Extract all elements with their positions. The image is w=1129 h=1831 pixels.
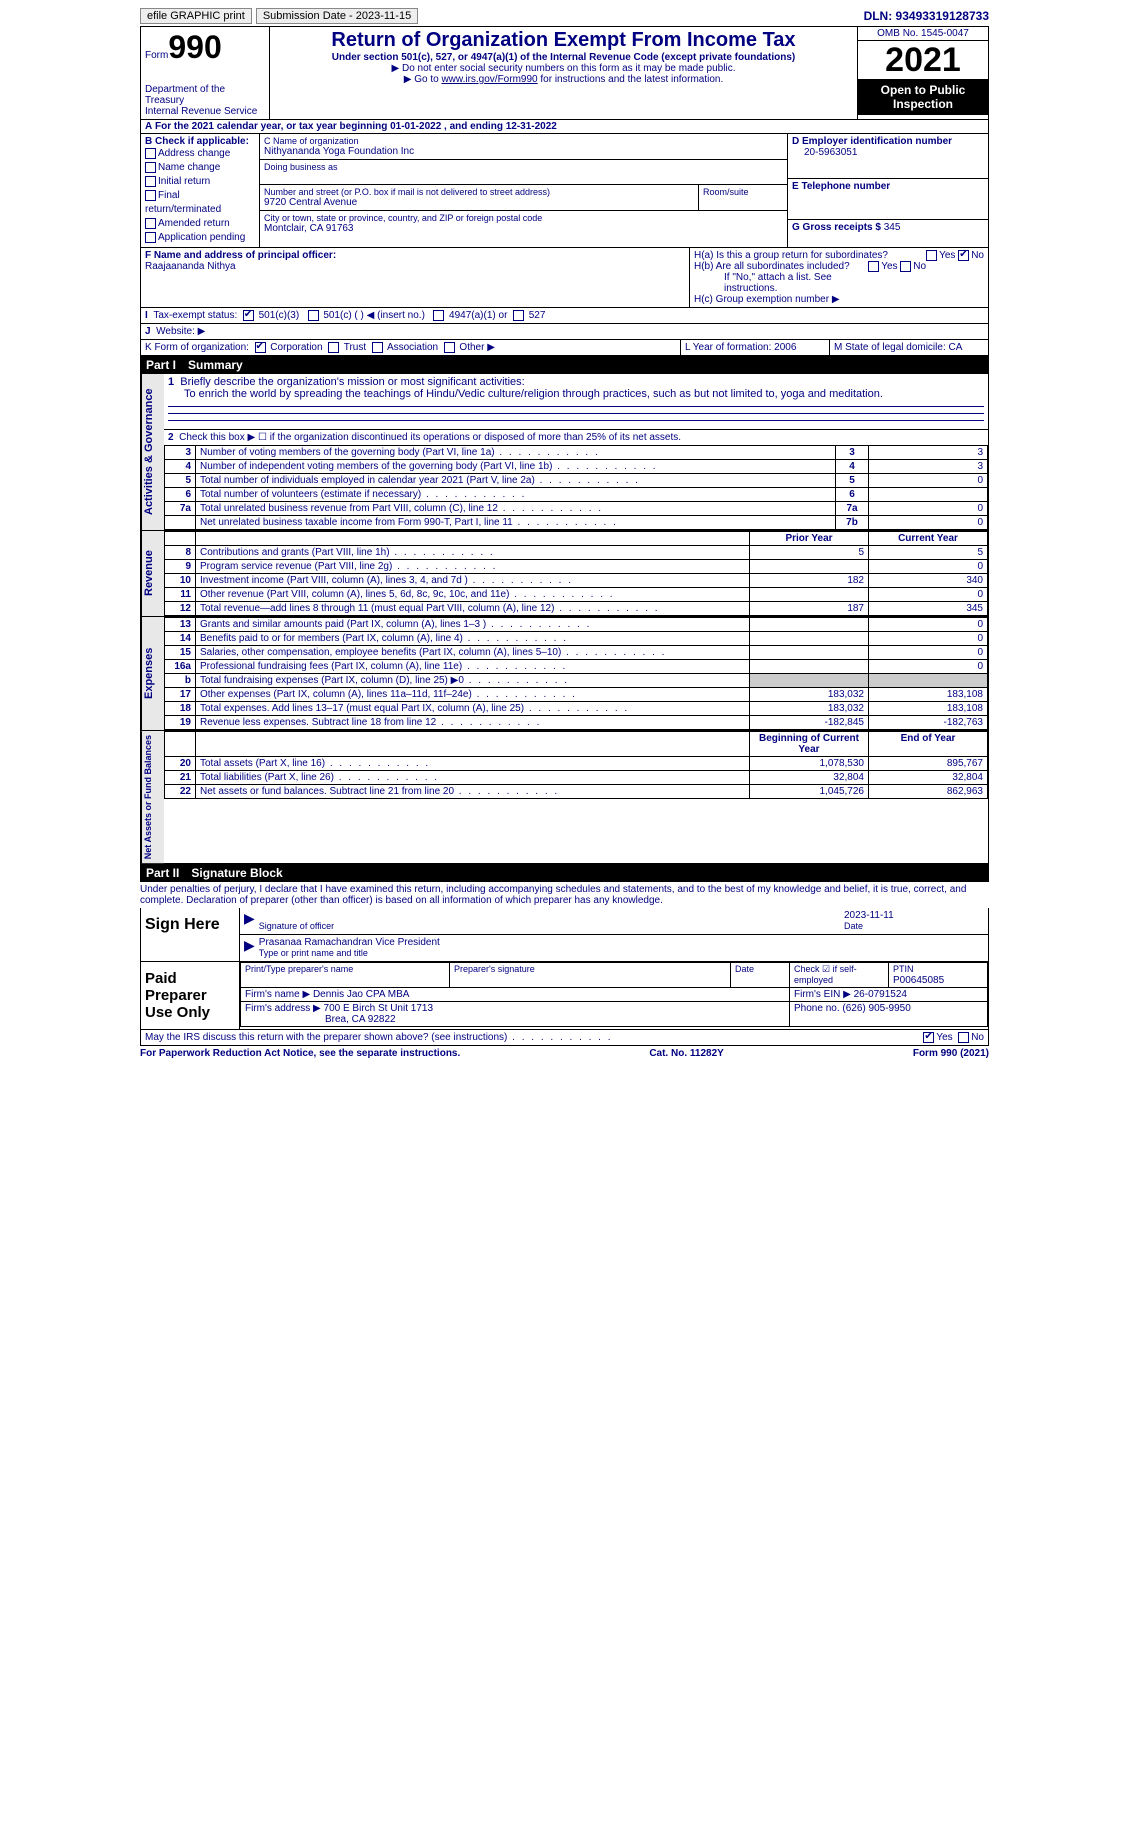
part-i-header: Part ISummary — [140, 356, 989, 374]
sig-name-title: Prasanaa Ramachandran Vice PresidentType… — [259, 937, 984, 959]
period-line: A For the 2021 calendar year, or tax yea… — [140, 120, 989, 134]
sig-date: 2023-11-11 — [844, 910, 894, 921]
city-state-zip: Montclair, CA 91763 — [264, 223, 783, 234]
revenue-label: Revenue — [141, 531, 164, 616]
form-number: 990 — [168, 29, 221, 65]
form-header: Form990 Department of the Treasury Inter… — [140, 26, 989, 120]
tax-year: 2021 — [858, 41, 988, 79]
org-name: Nithyananda Yoga Foundation Inc — [264, 146, 783, 157]
net-assets-label: Net Assets or Fund Balances — [141, 731, 164, 863]
check-applicable-list: Address change Name change Initial retur… — [145, 147, 255, 245]
note-link: ▶ Go to www.irs.gov/Form990 for instruct… — [276, 74, 851, 85]
paperwork-notice: For Paperwork Reduction Act Notice, see … — [140, 1048, 460, 1059]
firm-ein: 26-0791524 — [854, 989, 907, 1000]
submission-date: Submission Date - 2023-11-15 — [256, 8, 418, 24]
section-b-label: B Check if applicable: — [145, 136, 255, 147]
form-org-label: K Form of organization: — [145, 342, 249, 353]
officer-label: F Name and address of principal officer: — [145, 250, 685, 261]
org-name-label: C Name of organization — [264, 136, 783, 146]
firm-phone-label: Phone no. — [794, 1003, 840, 1014]
dept-treasury: Department of the Treasury — [145, 84, 265, 106]
arrow-icon: ▶ — [244, 910, 255, 932]
year-formation: 2006 — [774, 342, 796, 353]
arrow-icon: ▶ — [244, 937, 255, 959]
sign-here-label: Sign Here — [141, 908, 240, 961]
preparer-sig-label: Preparer's signature — [454, 964, 535, 974]
penalties-text: Under penalties of perjury, I declare th… — [140, 882, 989, 908]
firm-ein-label: Firm's EIN ▶ — [794, 989, 851, 1000]
top-bar: efile GRAPHIC print Submission Date - 20… — [140, 8, 989, 24]
phone-label: E Telephone number — [792, 181, 984, 192]
dln: DLN: 93493319128733 — [864, 9, 989, 23]
firm-name-label: Firm's name ▶ — [245, 989, 310, 1000]
gross-receipts-label: G Gross receipts $ — [792, 222, 881, 233]
year-formation-label: L Year of formation: — [685, 342, 771, 353]
self-employed-check: Check ☑ if self-employed — [794, 964, 857, 985]
firm-addr2: Brea, CA 92822 — [245, 1014, 396, 1025]
domicile-label: M State of legal domicile: — [834, 342, 946, 353]
ein-label: D Employer identification number — [792, 136, 984, 147]
ptin-label: PTIN — [893, 964, 914, 974]
return-title: Return of Organization Exempt From Incom… — [276, 29, 851, 52]
efile-button[interactable]: efile GRAPHIC print — [140, 8, 252, 24]
firm-phone: (626) 905-9950 — [842, 1003, 910, 1014]
website-label: Website: ▶ — [156, 326, 205, 337]
print-preparer-label: Print/Type preparer's name — [245, 964, 353, 974]
preparer-date-label: Date — [735, 964, 754, 974]
firm-addr-label: Firm's address ▶ — [245, 1003, 321, 1014]
tax-exempt-label: Tax-exempt status: — [153, 310, 237, 321]
irs-label: Internal Revenue Service — [145, 106, 265, 117]
addr-label: Number and street (or P.O. box if mail i… — [264, 187, 694, 197]
subordinates-q: H(b) Are all subordinates included? Yes … — [694, 261, 984, 272]
subordinates-note: If "No," attach a list. See instructions… — [694, 272, 984, 294]
open-inspection: Open to Public Inspection — [858, 79, 988, 115]
activities-governance-label: Activities & Governance — [141, 374, 164, 530]
discontinued-check: Check this box ▶ ☐ if the organization d… — [179, 432, 681, 443]
gross-receipts: 345 — [884, 222, 901, 233]
domicile: CA — [949, 342, 963, 353]
form-footer: Form 990 (2021) — [913, 1048, 989, 1059]
firm-addr1: 700 E Birch St Unit 1713 — [324, 1003, 434, 1014]
street-address: 9720 Central Avenue — [264, 197, 694, 208]
discuss-row: May the IRS discuss this return with the… — [140, 1030, 989, 1046]
firm-name: Dennis Jao CPA MBA — [313, 989, 410, 1000]
form-label: Form — [145, 50, 168, 61]
irs-link[interactable]: www.irs.gov/Form990 — [441, 74, 537, 85]
group-exemption: H(c) Group exemption number ▶ — [694, 294, 984, 305]
officer-name: Raajaananda Nithya — [145, 261, 685, 272]
mission-label: Briefly describe the organization's miss… — [180, 376, 524, 388]
ptin-value: P00645085 — [893, 975, 944, 986]
room-label: Room/suite — [699, 185, 787, 210]
ein-value: 20-5963051 — [792, 147, 984, 158]
omb-number: OMB No. 1545-0047 — [858, 27, 988, 41]
expenses-label: Expenses — [141, 617, 164, 730]
sig-officer-label: Signature of officer — [259, 910, 844, 932]
paid-preparer-label: Paid Preparer Use Only — [141, 962, 240, 1029]
mission-text: To enrich the world by spreading the tea… — [168, 388, 984, 400]
subtitle: Under section 501(c), 527, or 4947(a)(1)… — [276, 52, 851, 63]
dba-label: Doing business as — [264, 162, 783, 172]
group-return-q: H(a) Is this a group return for subordin… — [694, 250, 984, 261]
cat-no: Cat. No. 11282Y — [649, 1048, 723, 1059]
part-ii-header: Part IISignature Block — [140, 864, 989, 882]
note-ssn: ▶ Do not enter social security numbers o… — [276, 63, 851, 74]
city-label: City or town, state or province, country… — [264, 213, 783, 223]
